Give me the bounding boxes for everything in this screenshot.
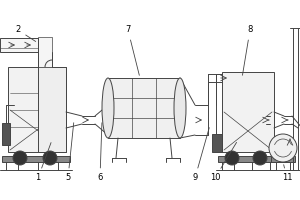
Circle shape <box>43 151 57 165</box>
Bar <box>218 156 278 162</box>
Bar <box>271 156 295 162</box>
Circle shape <box>253 151 267 165</box>
Bar <box>2 123 10 145</box>
Ellipse shape <box>102 78 114 138</box>
Text: 2: 2 <box>15 25 36 41</box>
Ellipse shape <box>174 78 186 138</box>
Text: 1: 1 <box>35 143 51 182</box>
Text: 8: 8 <box>242 25 253 75</box>
Text: 11: 11 <box>282 165 292 182</box>
Bar <box>222 72 274 152</box>
Text: 10: 10 <box>210 142 237 182</box>
Circle shape <box>13 151 27 165</box>
Text: 9: 9 <box>192 128 209 182</box>
Bar <box>212 134 222 152</box>
Circle shape <box>225 151 239 165</box>
Bar <box>8 67 66 152</box>
Text: 7: 7 <box>125 25 139 75</box>
Text: 6: 6 <box>97 123 103 182</box>
Bar <box>0 38 40 52</box>
Bar <box>2 156 70 162</box>
Bar <box>38 67 66 152</box>
Bar <box>108 78 180 138</box>
Bar <box>38 37 52 67</box>
Text: 5: 5 <box>65 123 74 182</box>
Circle shape <box>269 134 297 162</box>
